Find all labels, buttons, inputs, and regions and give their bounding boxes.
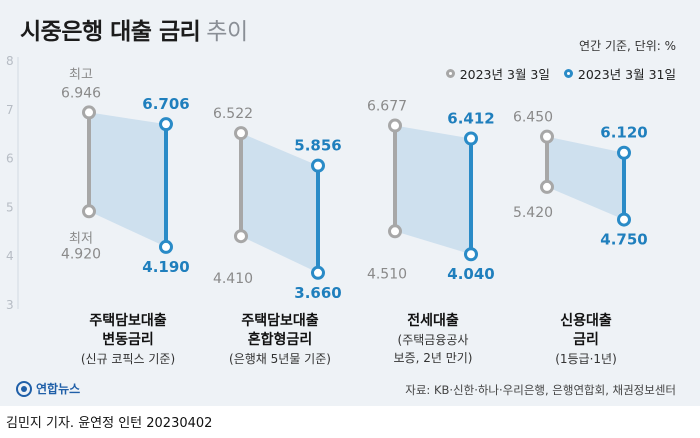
point-new-low — [464, 247, 478, 262]
data-label-old-high: 6.946 — [61, 85, 101, 101]
category-title: 신용대출 — [560, 313, 612, 329]
data-label-new-high: 6.120 — [600, 124, 647, 142]
legend-item-old: 2023년 3월 3일 — [445, 64, 550, 83]
chart-card: 시중은행 대출 금리 추이 연간 기준, 단위: % 2023년 3월 3일 20… — [0, 0, 700, 406]
category-note: (1등급·1년) — [555, 352, 617, 366]
category-note: (은행채 5년물 기준) — [229, 352, 331, 366]
legend-label-old: 2023년 3월 3일 — [459, 67, 550, 82]
range-band — [547, 136, 624, 220]
category-title: 주택담보대출 — [89, 313, 167, 329]
category-title: 금리 — [573, 332, 599, 348]
category-title: 혼합형금리 — [247, 332, 313, 348]
y-tick-label: 5 — [6, 200, 14, 214]
y-tick-label: 6 — [6, 152, 14, 166]
chart-title: 시중은행 대출 금리 추이 — [20, 12, 248, 46]
legend-label-new: 2023년 3월 31일 — [577, 67, 676, 82]
data-label-new-high: 6.706 — [142, 95, 189, 113]
point-old-low — [82, 204, 96, 219]
unit-label: 연간 기준, 단위: % — [579, 39, 676, 53]
legend-marker-old — [445, 69, 455, 78]
y-tick-label: 3 — [6, 298, 14, 312]
category-title: 변동금리 — [102, 332, 154, 348]
chart-title-suffix: 추이 — [206, 19, 248, 45]
agency-logo: 연합뉴스 — [16, 380, 80, 397]
source-note: 자료: KB·신한·하나·우리은행, 은행연합회, 채권정보센터 — [405, 383, 676, 397]
point-new-high — [159, 117, 173, 132]
range-band — [395, 125, 471, 255]
point-old-high — [234, 126, 248, 141]
category-note: (신규 코픽스 기준) — [80, 352, 176, 366]
data-label-old-high: 6.522 — [213, 106, 253, 122]
point-new-high — [464, 131, 478, 146]
category-title: 주택담보대출 — [241, 313, 319, 329]
data-label-new-low: 4.040 — [447, 265, 494, 283]
data-label-new-low: 3.660 — [294, 284, 341, 302]
credit-line: 김민지 기자. 윤연정 인턴 20230402 — [6, 416, 213, 431]
y-tick-label: 4 — [6, 249, 14, 263]
point-old-high — [388, 118, 402, 133]
point-new-low — [159, 239, 173, 254]
data-label-new-low: 4.190 — [142, 258, 189, 276]
annotation-high: 최고 — [69, 67, 93, 82]
category-note: (주택금융공사 — [397, 333, 469, 347]
data-label-new-high: 6.412 — [447, 109, 494, 127]
annotation-low: 최저 — [69, 231, 93, 246]
legend-marker-new — [563, 69, 573, 78]
data-label-new-high: 5.856 — [294, 137, 341, 155]
legend: 2023년 3월 3일 2023년 3월 31일 — [445, 64, 676, 83]
data-label-old-low: 4.410 — [213, 271, 253, 287]
data-label-old-low: 5.420 — [513, 205, 553, 221]
data-label-old-low: 4.920 — [61, 246, 101, 262]
data-label-new-low: 4.750 — [600, 231, 647, 249]
logo-text: 연합뉴스 — [36, 382, 81, 396]
chart-title-main: 시중은행 대출 금리 — [20, 19, 201, 45]
point-old-low — [388, 224, 402, 239]
range-band — [89, 112, 166, 247]
logo-mark-icon — [16, 380, 32, 397]
category-note: 보증, 2년 만기) — [393, 351, 473, 365]
data-label-old-high: 6.677 — [367, 99, 407, 115]
point-old-low — [234, 229, 248, 244]
data-label-old-low: 4.510 — [367, 266, 407, 282]
point-new-high — [311, 158, 325, 173]
range-band — [241, 133, 318, 273]
point-new-low — [311, 265, 325, 280]
point-new-low — [617, 212, 631, 227]
y-tick-label: 7 — [6, 103, 14, 117]
point-old-high — [82, 105, 96, 120]
legend-item-new: 2023년 3월 31일 — [563, 64, 676, 83]
point-new-high — [617, 145, 631, 160]
point-old-low — [540, 179, 554, 194]
data-label-old-high: 6.450 — [513, 110, 553, 126]
y-tick-label: 8 — [6, 54, 14, 68]
point-old-high — [540, 129, 554, 144]
category-title: 전세대출 — [407, 313, 459, 329]
